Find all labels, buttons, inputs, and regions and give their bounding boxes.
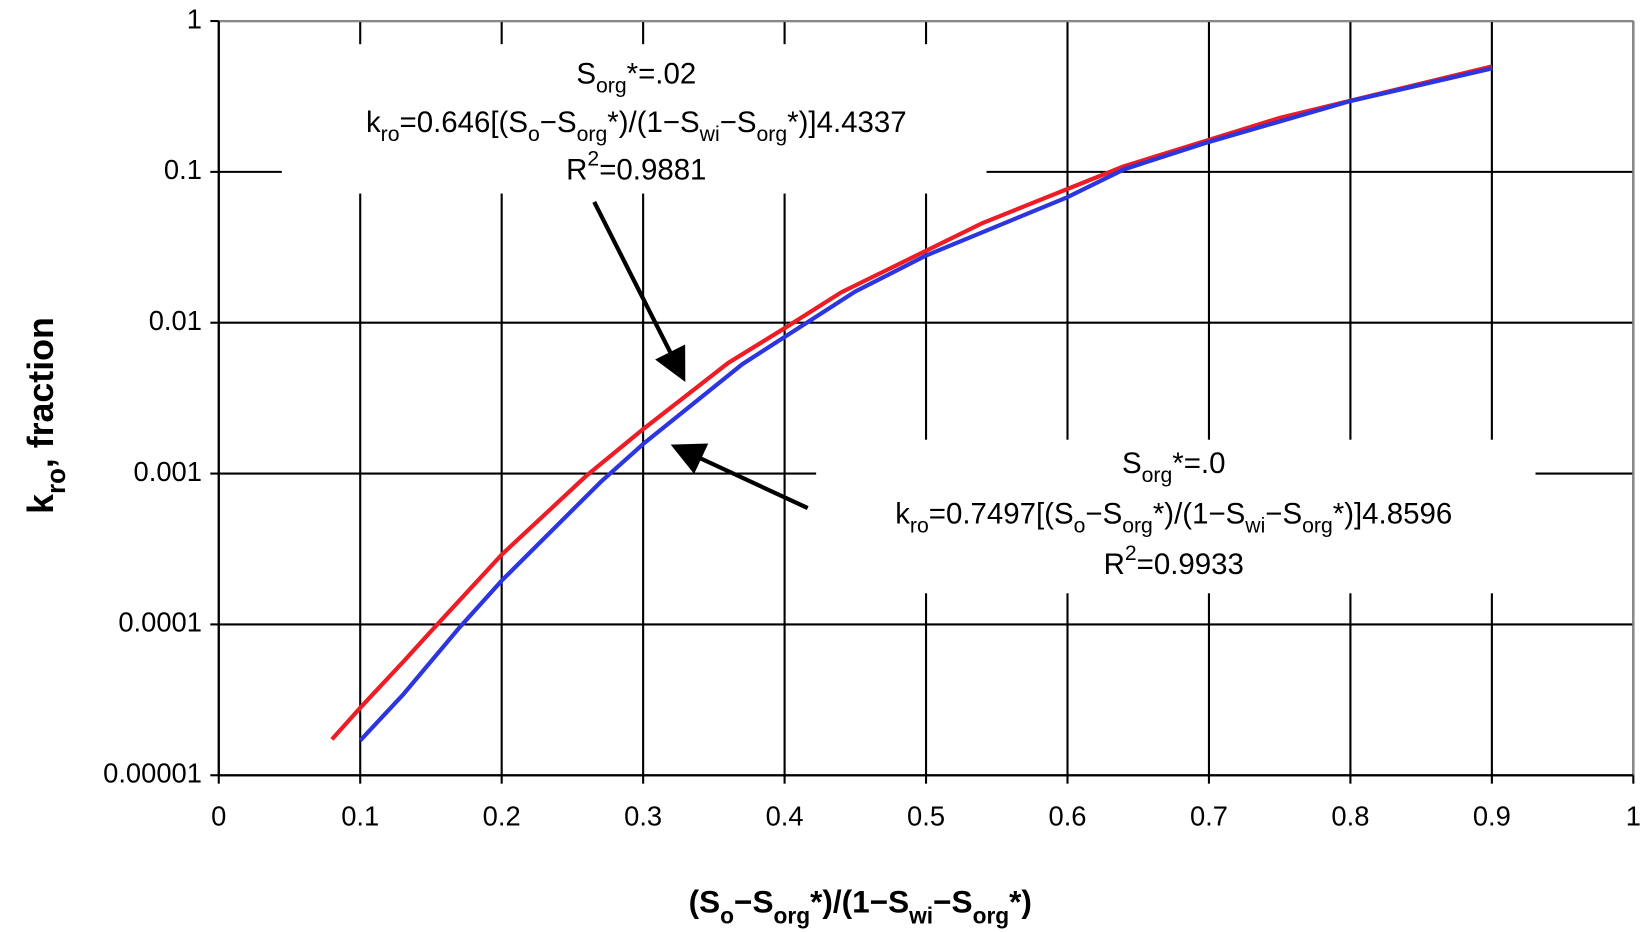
arrows bbox=[592, 201, 809, 510]
annotation-line-part: ro bbox=[910, 515, 929, 538]
labels: 0.00001 0.0001 0.001 0.01 0.1 1 0 0.1 0.2 0.3 0.4 0… bbox=[22, 3, 1641, 928]
x-axis-title-part: *) bbox=[1009, 884, 1032, 920]
x-axis-title-part: *)/(1−S bbox=[810, 884, 909, 920]
series-line bbox=[330, 64, 1493, 741]
x-axis-title: (So−Sorg*)/(1−Swi−Sorg*) bbox=[689, 884, 1032, 929]
arrow bbox=[670, 443, 809, 510]
y-tick-label: 0.01 bbox=[149, 305, 202, 336]
annotation-line-part: org bbox=[596, 75, 627, 98]
annotation-line-part: org bbox=[757, 123, 788, 146]
x-tick-label: 0 bbox=[211, 801, 226, 832]
x-axis-title-part: −S bbox=[933, 884, 972, 920]
annotation-line-part: *=.02 bbox=[627, 58, 697, 91]
series-line bbox=[358, 66, 1493, 742]
annotation-line: R2=0.9933 bbox=[1104, 542, 1244, 581]
annotation-backgrounds bbox=[281, 44, 1536, 594]
x-axis-title-part: org bbox=[774, 903, 811, 929]
annotation-line: kro=0.7497[(So−Sorg*)/(1−Swi−Sorg*)]4.85… bbox=[895, 497, 1452, 537]
annotation-line-part: org bbox=[1122, 515, 1153, 538]
annotation-line-part: org bbox=[1302, 515, 1333, 538]
x-tick-label: 0.1 bbox=[341, 801, 379, 832]
annotation-line-part: S bbox=[576, 58, 596, 91]
annotation-line-part: org bbox=[577, 123, 608, 146]
annotation-line-part: *)/(1−S bbox=[1153, 497, 1245, 530]
annotation-line-part: −S bbox=[1085, 497, 1122, 530]
annotation-line-part: org bbox=[1142, 464, 1173, 487]
y-axis-title-part: ro bbox=[43, 468, 71, 494]
annotation-background bbox=[816, 439, 1536, 594]
annotation-line-part: 2 bbox=[587, 148, 599, 171]
x-axis-title-part: org bbox=[973, 903, 1010, 929]
annotation-line: Sorg*=.02 bbox=[576, 58, 696, 98]
y-tick-label: 1 bbox=[187, 3, 202, 34]
y-axis-title: kro, fraction bbox=[22, 317, 71, 514]
y-tick-label: 0.1 bbox=[164, 154, 202, 185]
x-tick-label: 0.9 bbox=[1473, 801, 1511, 832]
annotation-line-part: −S bbox=[720, 106, 757, 139]
x-axis-title-part: (S bbox=[689, 884, 721, 920]
x-tick-label: 0.4 bbox=[766, 801, 804, 832]
annotation-line-part: wi bbox=[699, 123, 720, 146]
annotation-line-part: wi bbox=[1244, 515, 1265, 538]
annotation-line-part: S bbox=[1122, 447, 1142, 480]
annotation-line-part: *)]4.8596 bbox=[1333, 497, 1452, 530]
annotation-line-part: R bbox=[1104, 548, 1125, 581]
annotation-line-part: ro bbox=[381, 123, 400, 146]
annotation-line-part: o bbox=[528, 123, 540, 146]
annotation-line-part: 2 bbox=[1125, 542, 1137, 565]
series bbox=[330, 64, 1493, 742]
x-axis-title-part: o bbox=[720, 903, 734, 929]
arrow bbox=[592, 201, 686, 382]
x-axis-title-part: −S bbox=[734, 884, 773, 920]
annotation-line-part: =0.9881 bbox=[599, 153, 706, 186]
x-tick-label: 0.2 bbox=[483, 801, 521, 832]
annotation-line-part: k bbox=[895, 497, 910, 530]
x-tick-label: 0.5 bbox=[907, 801, 945, 832]
annotation-line: Sorg*=.0 bbox=[1122, 447, 1225, 487]
annotation-line: R2=0.9881 bbox=[566, 148, 706, 187]
annotation-line-part: k bbox=[366, 106, 381, 139]
x-axis-title-part: wi bbox=[908, 903, 933, 929]
x-tick-label: 0.8 bbox=[1331, 801, 1369, 832]
y-tick-label: 0.001 bbox=[134, 456, 202, 487]
x-tick-label: 1 bbox=[1626, 801, 1641, 832]
annotation-line-part: =0.7497[(S bbox=[929, 497, 1074, 530]
annotation-line-part: *)/(1−S bbox=[607, 106, 699, 139]
annotation-line-part: R bbox=[566, 153, 587, 186]
annotation-background bbox=[281, 44, 987, 194]
annotation-line-part: −S bbox=[1265, 497, 1302, 530]
annotation-line: kro=0.646[(So−Sorg*)/(1−Swi−Sorg*)]4.433… bbox=[366, 106, 907, 146]
x-tick-label: 0.7 bbox=[1190, 801, 1228, 832]
y-tick-label: 0.0001 bbox=[118, 607, 202, 638]
y-axis-title-part: , fraction bbox=[22, 317, 62, 468]
x-tick-label: 0.6 bbox=[1049, 801, 1087, 832]
x-tick-label: 0.3 bbox=[624, 801, 662, 832]
y-tick-label: 0.00001 bbox=[103, 757, 202, 788]
annotation-line-part: *=.0 bbox=[1172, 447, 1225, 480]
y-axis-title-part: k bbox=[22, 494, 62, 514]
annotation-line-part: −S bbox=[540, 106, 577, 139]
annotation-line-part: o bbox=[1074, 515, 1086, 538]
annotation-line-part: =0.646[(S bbox=[400, 106, 528, 139]
annotation-line-part: =0.9933 bbox=[1137, 548, 1244, 581]
annotation-line-part: *)]4.4337 bbox=[787, 106, 906, 139]
